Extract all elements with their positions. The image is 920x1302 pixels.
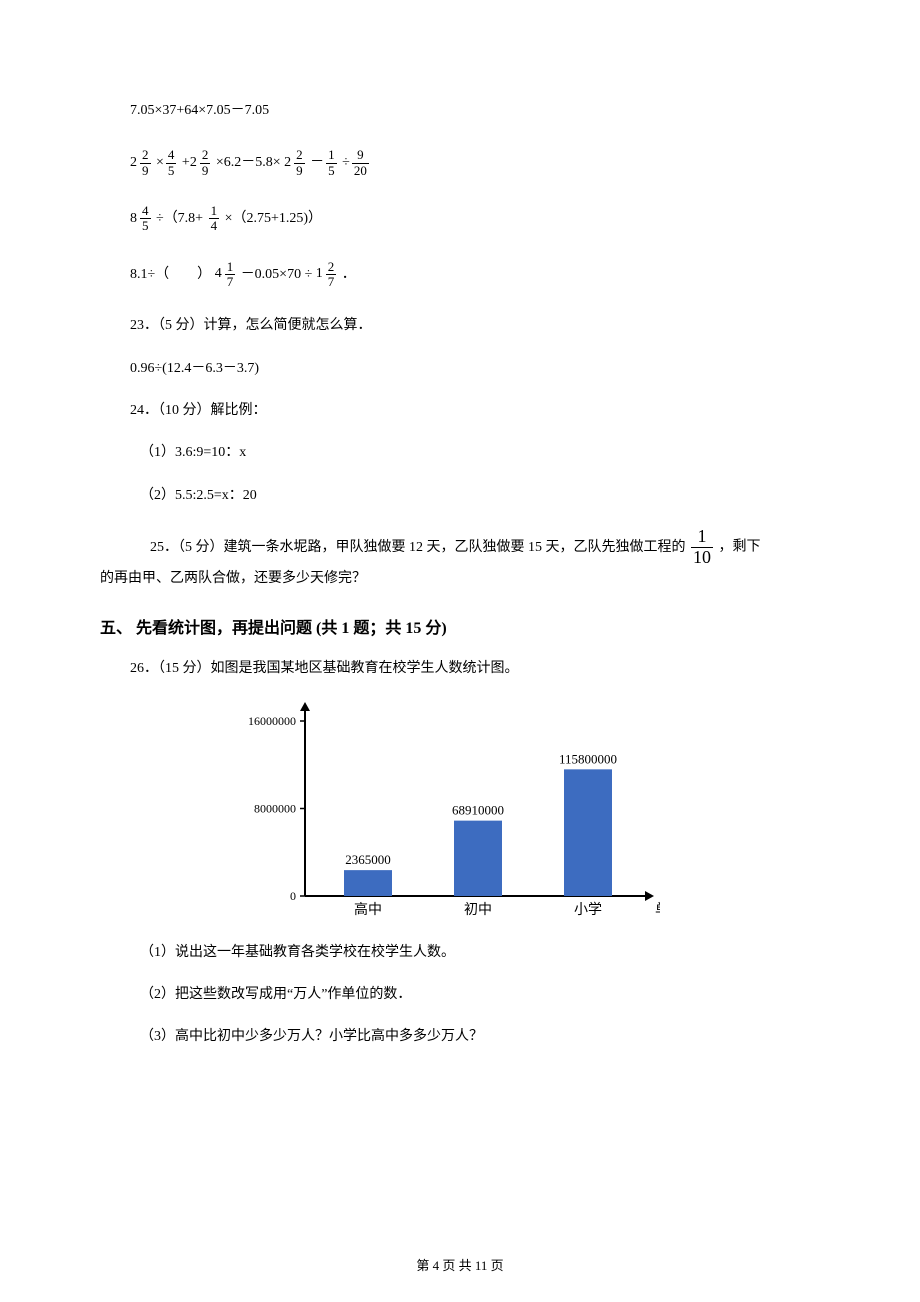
q22-expr1: 7.05×37+64×7.05－7.05 xyxy=(130,100,820,122)
svg-text:高中: 高中 xyxy=(354,901,382,918)
page-footer: 第 4 页 共 11 页 xyxy=(0,1255,920,1274)
q22-expr2: 229 ×45 +229 ×6.2－5.8× 229 －15 ÷920 xyxy=(130,148,820,178)
svg-text:115800000: 115800000 xyxy=(559,751,617,766)
student-bar-chart: 16000000 8000000 0 2365000 高中 68910000 初中 11580… xyxy=(220,701,820,926)
svg-text:0: 0 xyxy=(290,889,296,903)
q26-sub1: （1）说出这一年基础教育各类学校在校学生人数。 xyxy=(140,942,820,964)
q22-expr4: 8.1÷（ ） 417 －0.05×70 ÷ 127 ． xyxy=(130,260,820,290)
q24-sub2: （2）5.5:2.5=x：20 xyxy=(140,485,820,507)
svg-text:2365000: 2365000 xyxy=(345,852,391,867)
svg-text:小学: 小学 xyxy=(574,902,602,918)
svg-text:68910000: 68910000 xyxy=(452,802,504,817)
q22-expr3: 845 ÷（7.8+ 14 ×（2.75+1.25)） xyxy=(130,204,820,234)
q24-title: 24．（10 分）解比例： xyxy=(130,400,820,422)
q24-sub1: （1）3.6:9=10：x xyxy=(140,442,820,464)
section-5-title: 五、 先看统计图，再提出问题 (共 1 题；共 15 分) xyxy=(100,614,820,638)
q23-title: 23．（5 分）计算，怎么简便就怎么算． xyxy=(130,315,820,337)
svg-text:16000000: 16000000 xyxy=(248,714,296,728)
q26-sub3: （3）高中比初中少多少万人？小学比高中多多少万人？ xyxy=(140,1026,820,1048)
q26-title: 26．（15 分）如图是我国某地区基础教育在校学生人数统计图。 xyxy=(130,658,820,680)
q25: 25．（5 分）建筑一条水坭路，甲队独做要 12 天，乙队独做要 15 天，乙队… xyxy=(130,527,820,590)
svg-text:单位：人: 单位：人 xyxy=(655,902,660,918)
svg-text:8000000: 8000000 xyxy=(254,801,296,815)
q23-expr: 0.96÷(12.4－6.3－3.7) xyxy=(130,358,820,380)
svg-text:初中: 初中 xyxy=(464,901,492,918)
q26-sub2: （2）把这些数改写成用“万人”作单位的数． xyxy=(140,984,820,1006)
